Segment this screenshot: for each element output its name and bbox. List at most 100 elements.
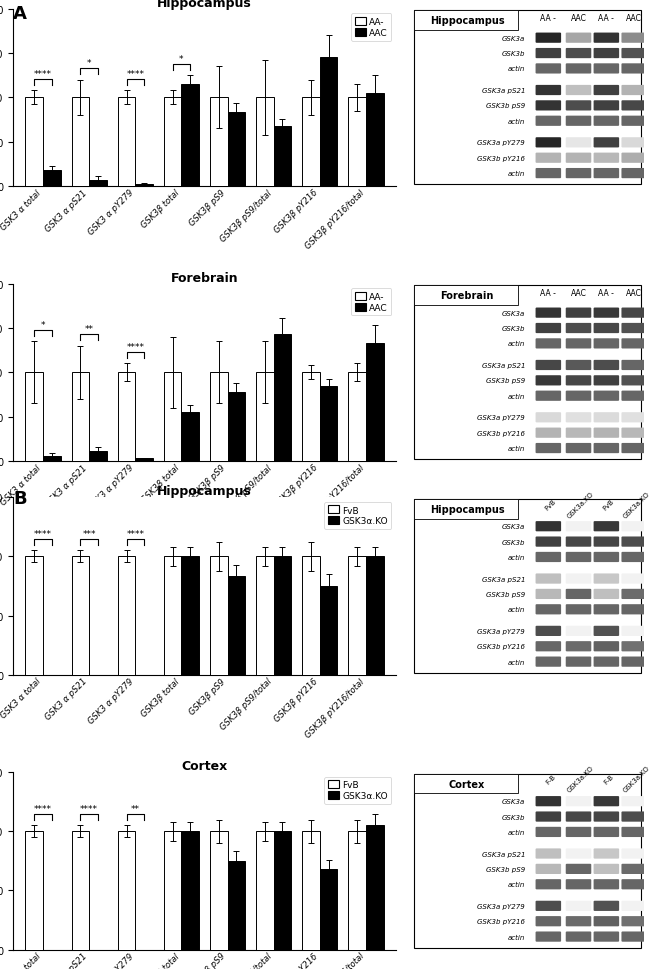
Text: GSK3b pS9: GSK3b pS9 [486, 378, 525, 384]
Bar [43, 456, 60, 461]
FancyBboxPatch shape [621, 827, 647, 837]
Text: **: ** [131, 804, 140, 813]
Text: actin: actin [508, 118, 525, 125]
FancyBboxPatch shape [536, 391, 561, 401]
FancyBboxPatch shape [621, 657, 647, 667]
Legend: AA-, AAC: AA-, AAC [351, 15, 391, 42]
FancyBboxPatch shape [536, 308, 561, 319]
FancyBboxPatch shape [536, 34, 561, 44]
Text: Hippocampus: Hippocampus [430, 16, 504, 26]
Text: actin: actin [508, 341, 525, 347]
FancyBboxPatch shape [621, 605, 647, 614]
Text: FvB: FvB [602, 498, 615, 511]
FancyBboxPatch shape [593, 864, 619, 874]
Text: GSK3b pY216: GSK3b pY216 [477, 156, 525, 162]
FancyBboxPatch shape [566, 589, 592, 600]
Text: AA -: AA - [540, 15, 556, 23]
Text: actin: actin [508, 66, 525, 73]
FancyBboxPatch shape [593, 308, 619, 319]
Bar [348, 557, 366, 675]
Text: GSK3a: GSK3a [502, 36, 525, 42]
FancyBboxPatch shape [621, 153, 647, 164]
FancyBboxPatch shape [536, 138, 561, 148]
FancyBboxPatch shape [536, 641, 561, 652]
Text: F-B: F-B [603, 773, 614, 785]
Bar [227, 577, 245, 675]
Text: A: A [13, 5, 27, 23]
FancyBboxPatch shape [536, 153, 561, 164]
FancyBboxPatch shape [621, 879, 647, 890]
FancyBboxPatch shape [566, 428, 592, 438]
FancyBboxPatch shape [593, 605, 619, 614]
FancyBboxPatch shape [593, 444, 619, 453]
Bar [25, 557, 43, 675]
FancyBboxPatch shape [566, 626, 592, 637]
Text: actin: actin [508, 882, 525, 888]
Bar [72, 98, 89, 187]
FancyBboxPatch shape [566, 413, 592, 423]
Bar [348, 98, 366, 187]
Bar [302, 831, 320, 950]
FancyBboxPatch shape [621, 901, 647, 911]
Text: FvB: FvB [544, 498, 557, 511]
Text: actin: actin [508, 829, 525, 835]
Bar [181, 85, 199, 187]
FancyBboxPatch shape [566, 391, 592, 401]
Text: ****: **** [34, 804, 52, 813]
FancyBboxPatch shape [536, 797, 561, 806]
FancyBboxPatch shape [621, 537, 647, 547]
Bar [274, 335, 291, 461]
Bar [366, 344, 384, 461]
Bar [256, 373, 274, 461]
Title: Forebrain: Forebrain [171, 271, 239, 284]
Bar [210, 831, 228, 950]
Bar [274, 127, 291, 187]
FancyBboxPatch shape [566, 537, 592, 547]
FancyBboxPatch shape [621, 308, 647, 319]
Text: F-B: F-B [545, 773, 556, 785]
Bar [302, 557, 320, 675]
FancyBboxPatch shape [566, 849, 592, 859]
Text: actin: actin [508, 171, 525, 177]
FancyBboxPatch shape [621, 626, 647, 637]
Bar [256, 98, 274, 187]
FancyBboxPatch shape [566, 48, 592, 59]
Text: GSK3a.KO: GSK3a.KO [566, 490, 595, 518]
Text: ****: **** [34, 529, 52, 539]
FancyBboxPatch shape [593, 641, 619, 652]
FancyBboxPatch shape [593, 413, 619, 423]
FancyBboxPatch shape [566, 552, 592, 562]
FancyBboxPatch shape [536, 626, 561, 637]
Text: **: ** [84, 325, 94, 334]
Bar [256, 557, 274, 675]
Bar [348, 831, 366, 950]
FancyBboxPatch shape [621, 413, 647, 423]
FancyBboxPatch shape [566, 360, 592, 371]
FancyBboxPatch shape [621, 864, 647, 874]
Text: GSK3b: GSK3b [502, 51, 525, 57]
Title: Hippocampus: Hippocampus [157, 484, 252, 498]
FancyBboxPatch shape [566, 444, 592, 453]
FancyBboxPatch shape [621, 849, 647, 859]
FancyBboxPatch shape [566, 86, 592, 96]
FancyBboxPatch shape [621, 391, 647, 401]
Text: GSK3b: GSK3b [502, 326, 525, 331]
FancyBboxPatch shape [536, 901, 561, 911]
FancyBboxPatch shape [621, 376, 647, 386]
Text: GSK3a.KO: GSK3a.KO [566, 765, 595, 794]
Text: AAC: AAC [571, 15, 586, 23]
Text: actin: actin [508, 607, 525, 612]
Bar [320, 387, 337, 461]
Bar [135, 459, 153, 461]
Text: GSK3a: GSK3a [502, 523, 525, 530]
Bar [118, 557, 135, 675]
FancyBboxPatch shape [566, 521, 592, 532]
Text: GSK3a pS21: GSK3a pS21 [482, 362, 525, 368]
FancyBboxPatch shape [536, 574, 561, 584]
FancyBboxPatch shape [536, 879, 561, 890]
FancyBboxPatch shape [621, 444, 647, 453]
FancyBboxPatch shape [621, 812, 647, 822]
FancyBboxPatch shape [621, 641, 647, 652]
FancyBboxPatch shape [593, 827, 619, 837]
Bar [366, 94, 384, 187]
